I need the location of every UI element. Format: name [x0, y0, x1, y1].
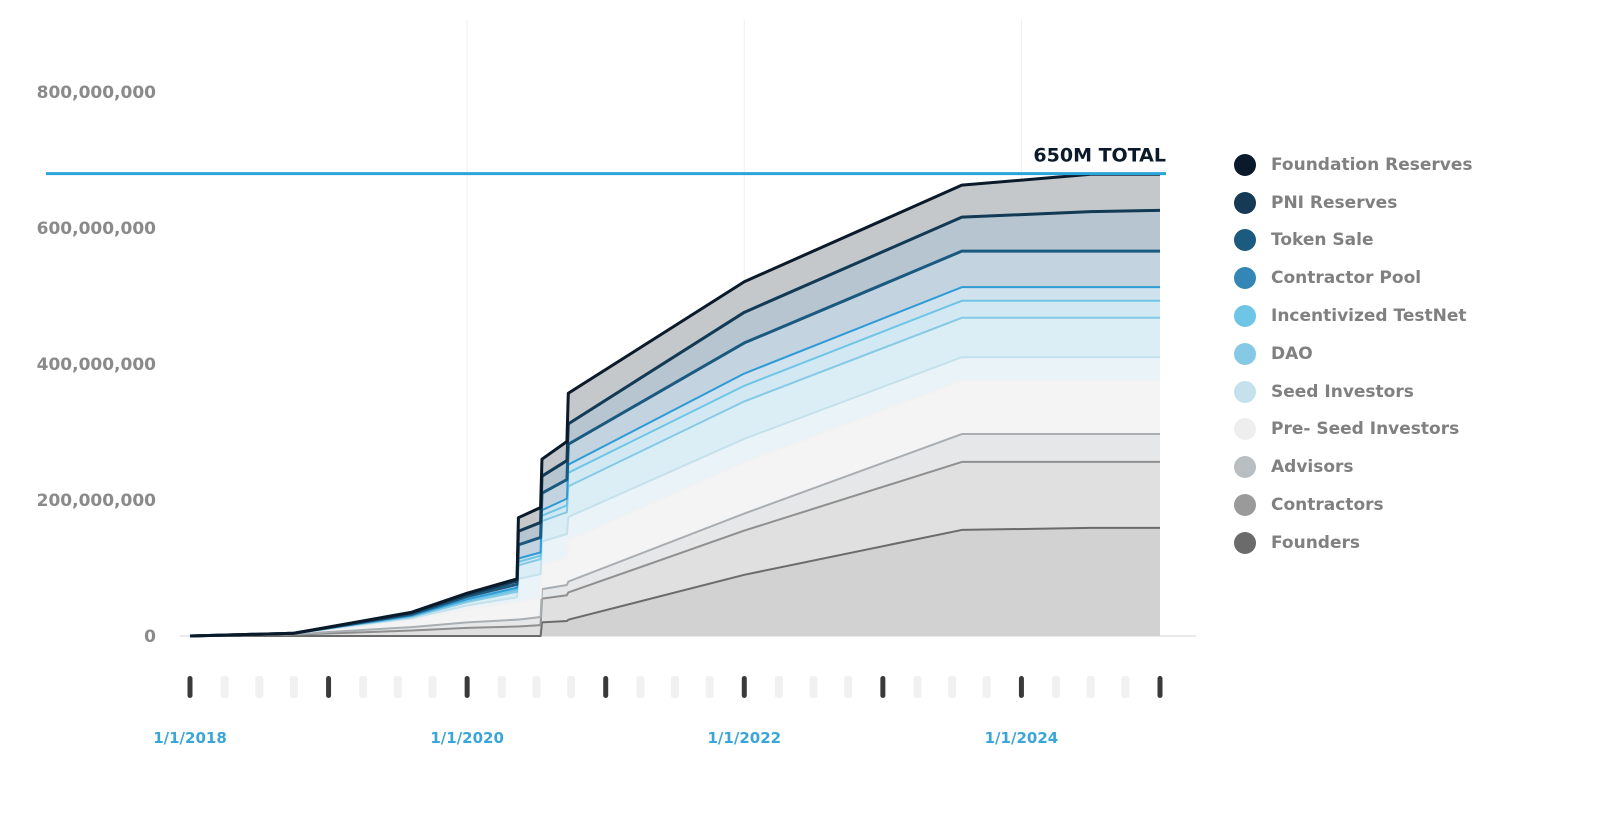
y-tick-label: 600,000,000	[37, 219, 157, 239]
x-minor-tick	[844, 676, 853, 698]
x-tick-label: 1/1/2024	[985, 729, 1059, 747]
legend-item: Seed Investors	[1234, 373, 1473, 411]
legend-item: DAO	[1234, 335, 1473, 373]
line-founders	[190, 526, 1160, 637]
legend-label: Contractor Pool	[1271, 268, 1422, 289]
y-tick-label: 200,000,000	[37, 491, 157, 511]
legend-label: Contractors	[1271, 495, 1384, 516]
area-dao	[190, 317, 1160, 636]
legend-dot-icon	[1234, 229, 1256, 252]
x-minor-tick	[948, 676, 957, 698]
x-minor-tick	[393, 676, 402, 698]
x-minor-tick	[671, 676, 679, 698]
legend-item: PNI Reserves	[1234, 184, 1473, 222]
x-minor-tick	[1052, 676, 1061, 698]
x-minor-tick	[220, 676, 229, 698]
legend-item: Founders	[1234, 524, 1473, 562]
x-minor-tick	[913, 676, 922, 698]
legend-label: Advisors	[1271, 457, 1354, 478]
legend-label: Seed Investors	[1271, 381, 1414, 402]
x-minor-tick	[982, 676, 991, 698]
legend-dot-icon	[1234, 494, 1256, 517]
legend-label: Foundation Reserves	[1271, 154, 1473, 175]
y-tick-label: 400,000,000	[37, 355, 157, 375]
legend-label: DAO	[1271, 343, 1313, 364]
legend-dot-icon	[1234, 456, 1256, 479]
total-label: 650M TOTAL	[1033, 145, 1166, 167]
x-minor-tick	[567, 676, 576, 698]
x-major-tick	[741, 676, 747, 698]
area-advisors	[190, 434, 1160, 636]
x-minor-tick	[809, 676, 818, 698]
legend-label: Token Sale	[1271, 230, 1374, 251]
x-major-tick	[1157, 676, 1163, 698]
legend-dot-icon	[1234, 153, 1256, 176]
legend-label: Incentivized TestNet	[1271, 306, 1467, 327]
y-tick-label: 800,000,000	[37, 83, 157, 103]
x-minor-tick	[428, 676, 437, 698]
x-minor-tick	[705, 676, 714, 698]
legend-item: Foundation Reserves	[1234, 146, 1473, 184]
x-minor-tick	[636, 676, 645, 698]
line-advisors	[189, 433, 1160, 637]
legend-item: Pre- Seed Investors	[1234, 411, 1473, 449]
x-minor-tick	[1086, 676, 1095, 698]
legend-dot-icon	[1234, 418, 1256, 441]
legend-item: Advisors	[1234, 448, 1473, 486]
x-minor-tick	[359, 676, 368, 698]
legend-item: Contractor Pool	[1234, 259, 1473, 297]
legend-dot-icon	[1234, 380, 1256, 403]
x-minor-tick	[1121, 676, 1130, 698]
legend: Foundation Reserves PNI Reserves Token Sal…	[1234, 146, 1473, 562]
x-major-tick	[880, 676, 886, 698]
x-minor-tick	[497, 676, 506, 698]
area-pre-seed-investors	[190, 381, 1160, 636]
x-tick-label: 1/1/2022	[707, 729, 781, 747]
x-minor-tick	[774, 676, 783, 698]
legend-item: Contractors	[1234, 486, 1473, 524]
line-pre-seed-investors	[189, 380, 1160, 637]
legend-dot-icon	[1234, 342, 1256, 365]
legend-dot-icon	[1234, 305, 1256, 328]
area-contractors	[190, 461, 1160, 636]
legend-dot-icon	[1234, 531, 1256, 554]
legend-label: Founders	[1271, 532, 1361, 553]
x-major-tick	[1018, 676, 1024, 698]
x-minor-tick	[255, 676, 264, 698]
legend-label: PNI Reserves	[1271, 192, 1398, 213]
area-founders	[190, 527, 1160, 636]
x-major-tick	[187, 676, 193, 698]
x-major-tick	[603, 676, 609, 698]
x-major-tick	[464, 676, 470, 698]
x-tick-label: 1/1/2020	[430, 729, 504, 747]
x-tick-label: 1/1/2018	[153, 729, 227, 747]
legend-dot-icon	[1234, 191, 1256, 214]
legend-label: Pre- Seed Investors	[1271, 419, 1460, 440]
y-tick-label: 0	[144, 627, 156, 647]
x-minor-tick	[289, 676, 298, 698]
legend-item: Incentivized TestNet	[1234, 297, 1473, 335]
legend-item: Token Sale	[1234, 222, 1473, 260]
legend-dot-icon	[1234, 267, 1256, 290]
x-major-tick	[326, 676, 332, 698]
line-foundation-reserves	[189, 172, 1160, 638]
x-minor-tick	[532, 676, 541, 698]
